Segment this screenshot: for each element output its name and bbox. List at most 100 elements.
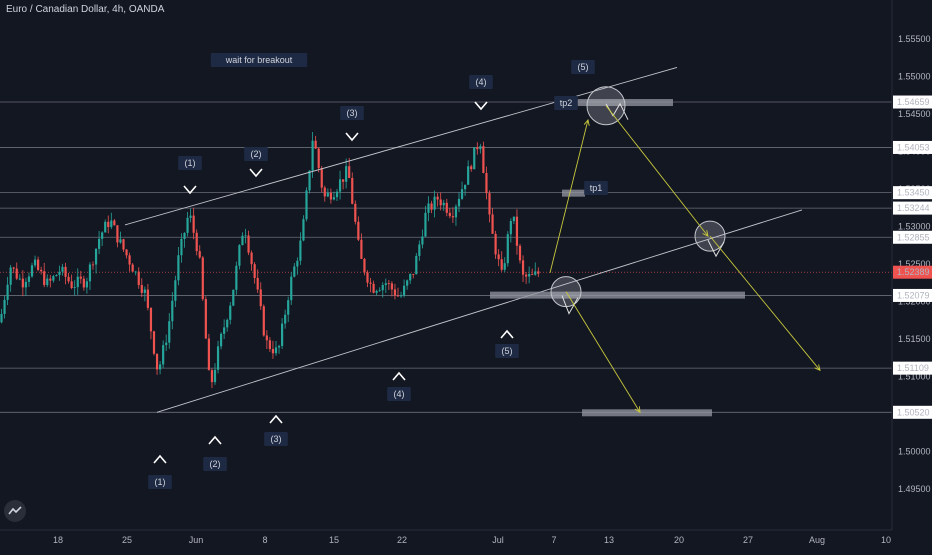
- candle-body[interactable]: [424, 212, 427, 237]
- candle-body[interactable]: [146, 289, 149, 308]
- candle-body[interactable]: [464, 184, 467, 190]
- candle-body[interactable]: [207, 338, 210, 371]
- candle-body[interactable]: [64, 266, 67, 277]
- candle-body[interactable]: [281, 323, 284, 346]
- candle-body[interactable]: [213, 369, 217, 383]
- candle-body[interactable]: [98, 238, 101, 249]
- candle-body[interactable]: [58, 271, 61, 276]
- candle-body[interactable]: [232, 289, 235, 306]
- candle-body[interactable]: [61, 266, 64, 272]
- candle-body[interactable]: [299, 240, 302, 261]
- candle-body[interactable]: [515, 216, 519, 246]
- candle-body[interactable]: [335, 191, 339, 198]
- candle-body[interactable]: [363, 258, 366, 273]
- candle-body[interactable]: [46, 278, 49, 286]
- candle-body[interactable]: [366, 272, 369, 283]
- candle-body[interactable]: [155, 353, 159, 370]
- candle-body[interactable]: [485, 172, 488, 194]
- candle-body[interactable]: [357, 221, 360, 240]
- candle-body[interactable]: [537, 271, 540, 274]
- candle-body[interactable]: [9, 267, 12, 285]
- candle-body[interactable]: [168, 321, 171, 343]
- candle-body[interactable]: [329, 192, 332, 200]
- candle-body[interactable]: [482, 146, 485, 173]
- candle-body[interactable]: [137, 271, 140, 286]
- candle-body[interactable]: [445, 202, 448, 213]
- candle-body[interactable]: [174, 280, 177, 301]
- candle-body[interactable]: [162, 345, 165, 365]
- candle-body[interactable]: [21, 278, 24, 288]
- projection-arrow[interactable]: [605, 105, 709, 237]
- candle-body[interactable]: [82, 278, 85, 288]
- tp2-zone[interactable]: [570, 99, 673, 107]
- breakout-zone[interactable]: [490, 291, 745, 299]
- candle-body[interactable]: [15, 268, 18, 279]
- candle-body[interactable]: [354, 203, 357, 222]
- candle-body[interactable]: [390, 283, 393, 290]
- candle-body[interactable]: [128, 255, 131, 265]
- candle-body[interactable]: [122, 239, 125, 250]
- candle-body[interactable]: [149, 307, 153, 332]
- candle-body[interactable]: [476, 147, 479, 150]
- candle-body[interactable]: [223, 327, 226, 334]
- candle-body[interactable]: [165, 342, 168, 346]
- projection-arrow[interactable]: [709, 235, 821, 371]
- candle-body[interactable]: [204, 299, 207, 339]
- candle-body[interactable]: [76, 276, 79, 288]
- candle-body[interactable]: [509, 221, 512, 235]
- candle-body[interactable]: [287, 300, 290, 315]
- candle-body[interactable]: [116, 225, 119, 243]
- candle-body[interactable]: [296, 260, 299, 267]
- candle-body[interactable]: [238, 245, 241, 266]
- candle-body[interactable]: [418, 244, 421, 256]
- candle-body[interactable]: [332, 197, 336, 200]
- candle-body[interactable]: [528, 273, 531, 277]
- candle-body[interactable]: [506, 234, 509, 264]
- candle-body[interactable]: [180, 238, 183, 256]
- candle-body[interactable]: [326, 192, 329, 197]
- candle-body[interactable]: [134, 271, 137, 273]
- candle-body[interactable]: [220, 333, 223, 347]
- candle-body[interactable]: [140, 285, 143, 293]
- candle-body[interactable]: [406, 280, 409, 286]
- candle-body[interactable]: [479, 146, 482, 150]
- candle-body[interactable]: [360, 239, 363, 259]
- candle-body[interactable]: [470, 166, 473, 170]
- candle-body[interactable]: [259, 289, 262, 307]
- candle-body[interactable]: [427, 203, 430, 213]
- candle-body[interactable]: [79, 276, 82, 279]
- tp1-zone[interactable]: [562, 189, 585, 197]
- candle-body[interactable]: [256, 277, 259, 290]
- candle-body[interactable]: [159, 364, 162, 370]
- projection-arrow[interactable]: [549, 119, 589, 273]
- candle-body[interactable]: [473, 147, 476, 170]
- candle-body[interactable]: [467, 166, 470, 185]
- candle-body[interactable]: [131, 264, 134, 272]
- candle-body[interactable]: [531, 273, 534, 275]
- candle-body[interactable]: [317, 148, 320, 169]
- candle-body[interactable]: [49, 278, 52, 281]
- candle-body[interactable]: [235, 265, 238, 290]
- candle-body[interactable]: [393, 289, 397, 296]
- candle-body[interactable]: [104, 221, 107, 233]
- candle-body[interactable]: [305, 190, 308, 220]
- target-zone[interactable]: [582, 409, 712, 417]
- candle-body[interactable]: [70, 281, 73, 288]
- candle-body[interactable]: [110, 220, 113, 228]
- candle-body[interactable]: [18, 278, 21, 280]
- candle-body[interactable]: [348, 166, 351, 178]
- candle-body[interactable]: [311, 140, 314, 171]
- candle-body[interactable]: [415, 255, 418, 275]
- candle-body[interactable]: [460, 189, 464, 199]
- candle-body[interactable]: [244, 235, 247, 237]
- candle-body[interactable]: [314, 140, 317, 149]
- candle-body[interactable]: [378, 290, 381, 292]
- candle-body[interactable]: [320, 168, 323, 188]
- candle-body[interactable]: [271, 349, 275, 354]
- tradingview-logo-icon[interactable]: [4, 500, 26, 522]
- candle-body[interactable]: [409, 273, 412, 281]
- candle-body[interactable]: [274, 347, 278, 354]
- candle-body[interactable]: [247, 235, 250, 253]
